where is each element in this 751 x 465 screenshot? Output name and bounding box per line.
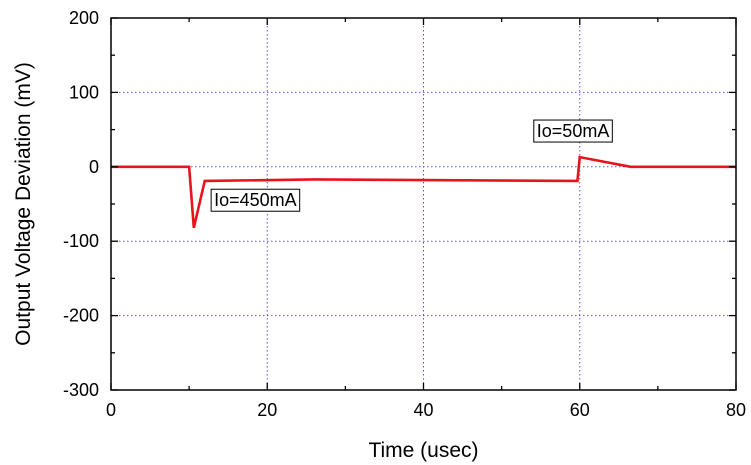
- x-tick-label: 80: [726, 400, 746, 420]
- y-tick-label: -100: [63, 231, 99, 251]
- annotation-layer: Io=450mA Io=50mA: [210, 119, 613, 212]
- x-tick-label: 0: [106, 400, 116, 420]
- y-tick-label: -300: [63, 380, 99, 400]
- axis-layer: 0 20 40 60 80 -300 -200 -100 0 100 200: [63, 8, 746, 420]
- x-tick-label: 40: [413, 400, 433, 420]
- series-layer: [111, 155, 736, 229]
- y-tick-label: 100: [69, 82, 99, 102]
- annotation-label: Io=50mA: [537, 121, 610, 141]
- y-axis-label: Output Voltage Deviation (mV): [12, 62, 35, 346]
- annotation-1: Io=50mA: [533, 119, 613, 143]
- grid-layer: [111, 18, 736, 390]
- annotation-box: [210, 188, 301, 212]
- series-line-0: [111, 155, 736, 229]
- annotation-label: Io=450mA: [214, 190, 297, 210]
- x-tick-label: 20: [257, 400, 277, 420]
- x-tick-label: 60: [570, 400, 590, 420]
- y-tick-label: -200: [63, 306, 99, 326]
- y-tick-label: 200: [69, 8, 99, 28]
- y-tick-label: 0: [89, 157, 99, 177]
- x-axis-label: Time (usec): [368, 439, 478, 462]
- annotation-box: [533, 119, 613, 143]
- annotation-0: Io=450mA: [210, 188, 301, 212]
